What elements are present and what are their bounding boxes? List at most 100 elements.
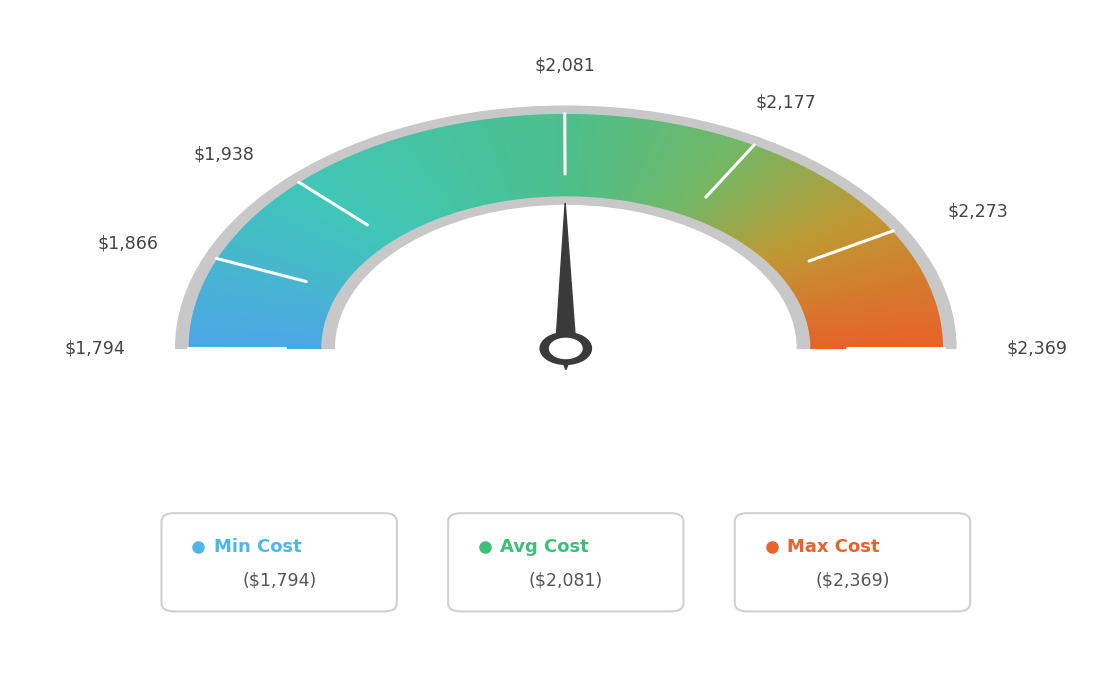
Wedge shape bbox=[240, 230, 355, 273]
Wedge shape bbox=[767, 217, 880, 265]
Polygon shape bbox=[104, 354, 1028, 641]
Wedge shape bbox=[616, 120, 648, 201]
Wedge shape bbox=[270, 201, 376, 255]
Wedge shape bbox=[778, 234, 895, 275]
Wedge shape bbox=[317, 172, 406, 235]
Wedge shape bbox=[786, 249, 909, 286]
Text: ($2,369): ($2,369) bbox=[815, 571, 890, 589]
Wedge shape bbox=[808, 326, 941, 336]
Polygon shape bbox=[558, 348, 574, 370]
Wedge shape bbox=[341, 159, 423, 227]
Wedge shape bbox=[229, 242, 349, 281]
Wedge shape bbox=[596, 117, 617, 199]
Wedge shape bbox=[198, 297, 328, 317]
Wedge shape bbox=[251, 219, 363, 266]
Wedge shape bbox=[576, 115, 585, 197]
Wedge shape bbox=[766, 215, 878, 264]
Wedge shape bbox=[465, 123, 502, 203]
Wedge shape bbox=[584, 115, 597, 197]
Wedge shape bbox=[631, 124, 671, 203]
Wedge shape bbox=[248, 221, 361, 267]
Wedge shape bbox=[803, 293, 932, 314]
Wedge shape bbox=[208, 274, 335, 302]
Wedge shape bbox=[598, 117, 620, 199]
Wedge shape bbox=[639, 126, 682, 204]
Wedge shape bbox=[480, 120, 512, 201]
Wedge shape bbox=[192, 317, 325, 329]
Wedge shape bbox=[291, 187, 390, 245]
Wedge shape bbox=[804, 295, 933, 315]
Wedge shape bbox=[754, 199, 859, 253]
Wedge shape bbox=[176, 106, 956, 348]
Wedge shape bbox=[777, 232, 894, 274]
Wedge shape bbox=[606, 118, 633, 199]
Wedge shape bbox=[550, 115, 559, 197]
Wedge shape bbox=[690, 147, 761, 219]
Wedge shape bbox=[413, 134, 469, 210]
Wedge shape bbox=[683, 144, 751, 217]
Wedge shape bbox=[588, 116, 605, 198]
Wedge shape bbox=[371, 147, 442, 219]
Wedge shape bbox=[259, 211, 369, 261]
Wedge shape bbox=[779, 236, 898, 277]
Wedge shape bbox=[214, 262, 339, 294]
Wedge shape bbox=[772, 223, 885, 268]
Wedge shape bbox=[573, 115, 582, 197]
FancyBboxPatch shape bbox=[448, 513, 683, 611]
Text: $2,369: $2,369 bbox=[1007, 339, 1068, 357]
Wedge shape bbox=[762, 209, 870, 259]
Wedge shape bbox=[294, 185, 392, 244]
Wedge shape bbox=[749, 194, 851, 250]
Wedge shape bbox=[662, 134, 719, 210]
Wedge shape bbox=[807, 312, 938, 326]
Wedge shape bbox=[302, 179, 397, 240]
Wedge shape bbox=[789, 255, 913, 290]
Text: $2,273: $2,273 bbox=[947, 202, 1008, 220]
Wedge shape bbox=[648, 128, 697, 206]
Wedge shape bbox=[191, 326, 323, 336]
Wedge shape bbox=[592, 116, 609, 198]
Wedge shape bbox=[782, 240, 901, 279]
Wedge shape bbox=[438, 128, 486, 206]
Wedge shape bbox=[226, 244, 348, 282]
Wedge shape bbox=[237, 232, 354, 274]
Wedge shape bbox=[344, 158, 425, 226]
Wedge shape bbox=[381, 144, 448, 217]
Wedge shape bbox=[190, 334, 322, 341]
Wedge shape bbox=[578, 115, 590, 197]
Wedge shape bbox=[191, 324, 323, 334]
Wedge shape bbox=[790, 258, 914, 291]
Wedge shape bbox=[193, 312, 325, 326]
Wedge shape bbox=[388, 141, 453, 215]
Wedge shape bbox=[351, 155, 428, 224]
Wedge shape bbox=[320, 170, 408, 234]
Wedge shape bbox=[725, 172, 815, 235]
Wedge shape bbox=[219, 255, 342, 290]
Wedge shape bbox=[496, 119, 522, 199]
Wedge shape bbox=[200, 290, 330, 313]
Wedge shape bbox=[624, 121, 659, 201]
Wedge shape bbox=[554, 115, 561, 197]
Text: Avg Cost: Avg Cost bbox=[500, 538, 590, 556]
Wedge shape bbox=[658, 132, 712, 209]
Wedge shape bbox=[278, 196, 381, 250]
Wedge shape bbox=[709, 159, 790, 227]
Wedge shape bbox=[641, 126, 686, 205]
Wedge shape bbox=[787, 251, 910, 287]
Wedge shape bbox=[739, 183, 835, 242]
Wedge shape bbox=[322, 168, 411, 233]
Wedge shape bbox=[190, 341, 322, 345]
Wedge shape bbox=[792, 260, 916, 293]
Wedge shape bbox=[783, 242, 903, 281]
Wedge shape bbox=[670, 137, 730, 212]
Wedge shape bbox=[213, 265, 338, 296]
Wedge shape bbox=[244, 225, 359, 270]
Wedge shape bbox=[297, 183, 393, 242]
Wedge shape bbox=[256, 213, 367, 262]
Wedge shape bbox=[457, 124, 498, 204]
Wedge shape bbox=[644, 127, 690, 206]
Wedge shape bbox=[809, 331, 942, 339]
Text: Min Cost: Min Cost bbox=[214, 538, 301, 556]
Wedge shape bbox=[758, 205, 866, 257]
Wedge shape bbox=[755, 201, 861, 255]
